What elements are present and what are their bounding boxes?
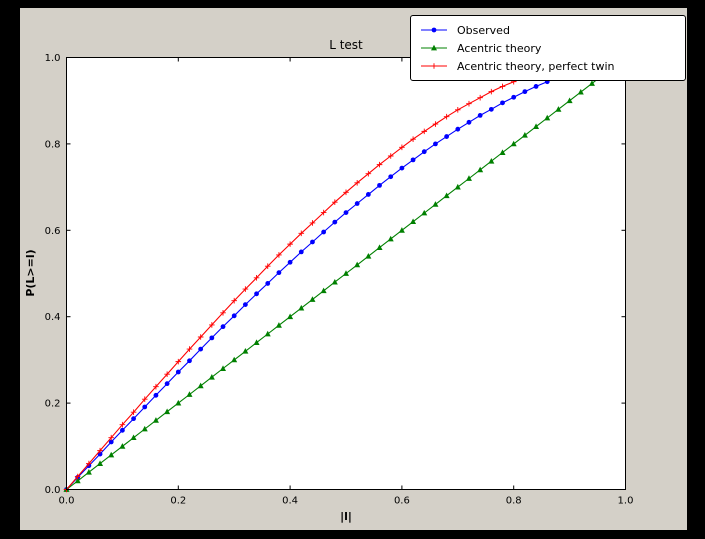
legend-line-sample bbox=[421, 27, 447, 33]
legend-item: Acentric theory, perfect twin bbox=[419, 57, 677, 75]
legend-label: Acentric theory bbox=[457, 41, 542, 55]
y-tick-label: 0.8 bbox=[45, 139, 61, 150]
x-tick-label: 0.2 bbox=[170, 496, 186, 507]
x-tick-label: 0.0 bbox=[59, 496, 75, 507]
y-tick-label: 0.0 bbox=[45, 485, 61, 496]
legend-line-sample bbox=[421, 44, 447, 51]
plot-dynamic: 0.0 0.2 0.4 0.6 0.8 1.0 0.0 0.2 0.4 0.6 0.8 1.0 bbox=[45, 53, 634, 507]
legend-line-sample bbox=[421, 63, 447, 69]
x-tick-label: 0.4 bbox=[282, 496, 298, 507]
legend-label: Observed bbox=[457, 23, 510, 37]
plot-svg: 0.0 0.2 0.4 0.6 0.8 1.0 0.0 0.2 0.4 0.6 0.8 1.0 L t… bbox=[24, 38, 634, 523]
y-tick-label: 1.0 bbox=[45, 53, 61, 64]
chart-title: L test bbox=[329, 38, 363, 52]
y-axis-label: P(L>=l) bbox=[24, 249, 37, 296]
figure-canvas: 0.0 0.2 0.4 0.6 0.8 1.0 0.0 0.2 0.4 0.6 0.8 1.0 L t… bbox=[20, 8, 687, 530]
x-tick-label: 0.8 bbox=[506, 496, 522, 507]
x-tick-label: 0.6 bbox=[394, 496, 410, 507]
series-triangle bbox=[63, 54, 629, 492]
legend-item: Acentric theory bbox=[419, 39, 677, 57]
y-tick-label: 0.4 bbox=[45, 312, 61, 323]
y-tick-label: 0.6 bbox=[45, 226, 61, 237]
legend-item: Observed bbox=[419, 21, 677, 39]
series-circle bbox=[64, 79, 550, 492]
legend-label: Acentric theory, perfect twin bbox=[457, 59, 615, 73]
y-tick-label: 0.2 bbox=[45, 399, 61, 410]
x-tick-label: 1.0 bbox=[618, 496, 634, 507]
x-axis-label: |l| bbox=[340, 510, 352, 523]
legend: Observed Acentric theory Acentric theory… bbox=[410, 15, 686, 81]
